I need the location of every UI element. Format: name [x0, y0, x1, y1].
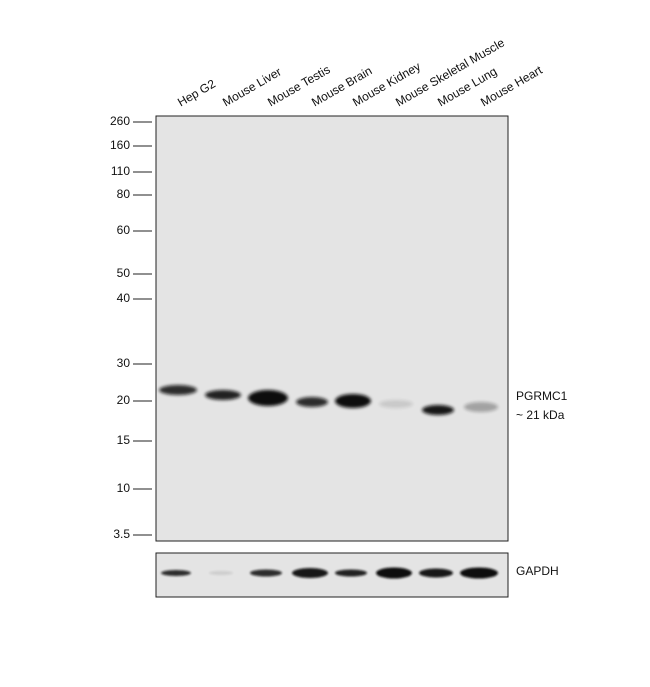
- marker-label: 20: [117, 393, 131, 407]
- marker-label: 60: [117, 223, 131, 237]
- target-band: [464, 402, 498, 412]
- gapdh-band: [335, 569, 367, 577]
- marker-label: 50: [117, 266, 131, 280]
- marker-label: 80: [117, 187, 131, 201]
- gapdh-band: [292, 568, 328, 578]
- target-band: [422, 405, 454, 415]
- gapdh-band: [250, 569, 282, 577]
- marker-label: 40: [117, 291, 131, 305]
- marker-label: 260: [110, 114, 130, 128]
- marker-label: 160: [110, 138, 130, 152]
- target-band: [248, 390, 288, 406]
- gapdh-band: [161, 570, 191, 576]
- target-size: ~ 21 kDa: [516, 408, 565, 422]
- target-band: [159, 385, 197, 395]
- target-band: [335, 394, 371, 408]
- gapdh-band: [460, 567, 498, 579]
- target-band: [205, 390, 241, 400]
- gapdh-band: [376, 567, 412, 579]
- gapdh-blot: [155, 552, 509, 598]
- marker-label: 10: [117, 481, 131, 495]
- lane-label: Hep G2: [175, 76, 218, 109]
- target-name: PGRMC1: [516, 389, 568, 403]
- loading-control-label: GAPDH: [516, 564, 559, 578]
- marker-label: 15: [117, 433, 131, 447]
- main-blot: [155, 115, 509, 542]
- marker-label: 30: [117, 356, 131, 370]
- target-band: [379, 400, 413, 408]
- marker-label: 3.5: [113, 527, 130, 541]
- gapdh-band: [209, 571, 233, 575]
- gapdh-band: [419, 568, 453, 578]
- target-band: [296, 397, 328, 407]
- bands: [159, 385, 498, 579]
- marker-label: 110: [111, 164, 130, 178]
